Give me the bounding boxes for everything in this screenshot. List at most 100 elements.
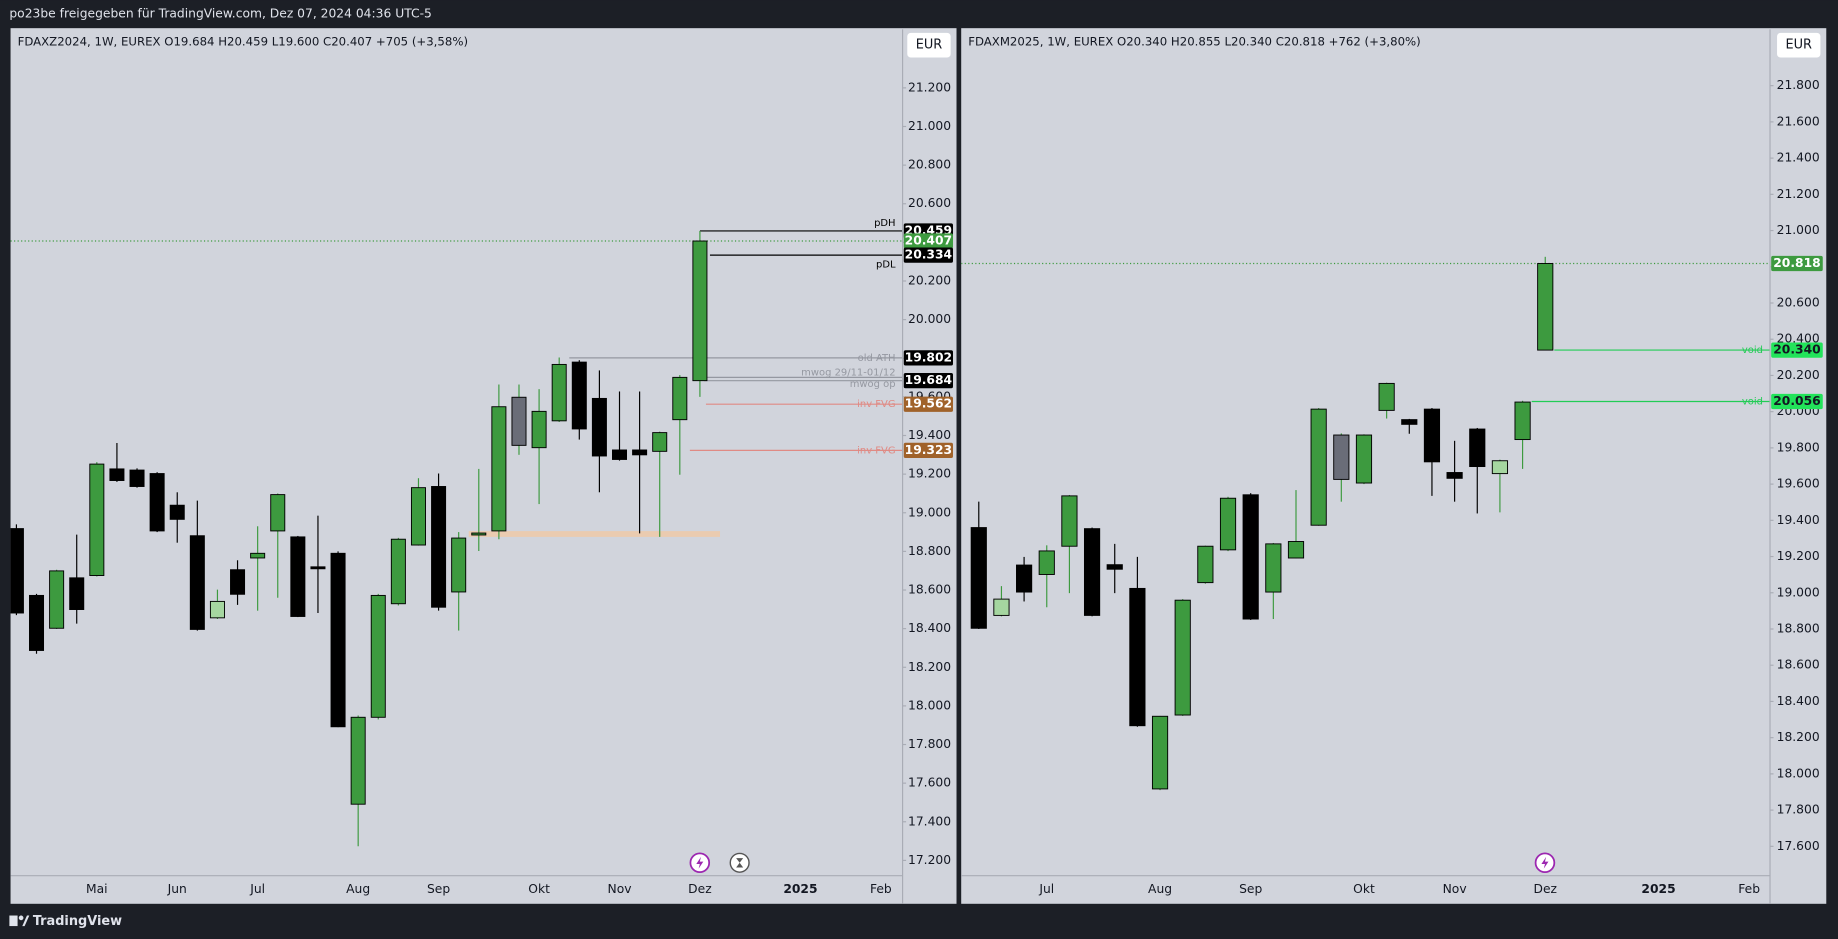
price-box-label: 20.818 bbox=[1773, 256, 1820, 270]
candle-body bbox=[1106, 564, 1123, 570]
candle-body bbox=[129, 469, 145, 487]
price-box-label: 19.802 bbox=[905, 350, 952, 364]
price-box-label: 20.340 bbox=[1773, 343, 1820, 357]
y-tick-label: 18.000 bbox=[908, 698, 951, 712]
candle-body bbox=[1491, 460, 1509, 475]
y-tick-label: 18.400 bbox=[908, 621, 951, 635]
y-tick-label: 17.200 bbox=[908, 853, 951, 867]
candle-body bbox=[531, 410, 547, 449]
y-tick-label: 18.400 bbox=[1777, 694, 1820, 708]
candle-body bbox=[1446, 472, 1463, 479]
candle-body bbox=[69, 577, 85, 610]
level-label: mwog op bbox=[850, 379, 896, 390]
y-tick-label: 18.200 bbox=[908, 660, 951, 674]
candle-body bbox=[169, 504, 185, 520]
x-tick-label: Dez bbox=[1533, 882, 1556, 896]
candle-body bbox=[1242, 494, 1259, 620]
currency-label: EUR bbox=[916, 38, 943, 53]
candle-body bbox=[1287, 541, 1305, 559]
candle-body bbox=[1514, 401, 1531, 441]
price-box bbox=[903, 247, 953, 263]
price-box-label: 20.334 bbox=[905, 248, 952, 262]
candle-body bbox=[1423, 408, 1441, 463]
candle-body bbox=[551, 363, 567, 422]
y-tick-label: 17.400 bbox=[908, 814, 951, 828]
y-tick-label: 19.000 bbox=[1777, 585, 1820, 599]
level-label: void bbox=[1742, 397, 1763, 408]
x-tick-label: Feb bbox=[1738, 882, 1760, 896]
y-tick-label: 18.000 bbox=[1777, 766, 1820, 780]
y-tick-label: 20.200 bbox=[908, 273, 951, 287]
candle-body bbox=[29, 594, 45, 651]
x-tick-label: Mai bbox=[86, 882, 108, 896]
candle-body bbox=[612, 449, 628, 460]
candle-body bbox=[632, 449, 648, 456]
chart-1 bbox=[961, 256, 1771, 791]
candle-body bbox=[1355, 434, 1373, 484]
y-tick-label: 19.000 bbox=[908, 505, 951, 519]
candle-body bbox=[230, 569, 246, 595]
candle-body bbox=[692, 240, 708, 382]
y-tick-label: 19.400 bbox=[1777, 513, 1820, 527]
candle-body bbox=[491, 406, 507, 532]
symbol-legend: FDAXZ2024, 1W, EUREX O19.684 H20.459 L19… bbox=[18, 35, 468, 49]
candle-body bbox=[1129, 587, 1146, 727]
candle-body bbox=[993, 598, 1010, 616]
footer-logo bbox=[9, 915, 30, 927]
x-tick-label: Dez bbox=[688, 882, 712, 896]
y-tick-label: 18.200 bbox=[1777, 730, 1820, 744]
y-tick-label: 18.600 bbox=[908, 583, 951, 597]
y-tick-label: 19.400 bbox=[908, 428, 951, 442]
candle-body bbox=[571, 361, 587, 430]
price-box-label: 19.684 bbox=[905, 373, 952, 387]
y-tick-label: 21.800 bbox=[1777, 78, 1820, 92]
x-tick-label: Nov bbox=[608, 882, 632, 896]
left-pane bbox=[10, 28, 957, 904]
y-tick-label: 19.800 bbox=[1777, 440, 1820, 454]
level-label: inv FVG bbox=[857, 399, 895, 410]
price-box bbox=[903, 350, 953, 366]
currency-button[interactable] bbox=[907, 32, 951, 58]
zone bbox=[468, 531, 721, 537]
candle-body bbox=[1061, 495, 1078, 547]
level-label: pDL bbox=[876, 259, 896, 270]
candle-body bbox=[1469, 428, 1486, 468]
candle-body bbox=[1151, 715, 1169, 790]
y-tick-label: 20.400 bbox=[1777, 332, 1820, 346]
level-label: old ATH bbox=[858, 353, 896, 364]
candle-body bbox=[672, 376, 688, 421]
footer-brand: TradingView bbox=[33, 914, 122, 929]
x-tick-label: Sep bbox=[427, 882, 450, 896]
candle-body bbox=[1537, 263, 1554, 351]
candle-body bbox=[451, 537, 467, 593]
currency-label: EUR bbox=[1785, 38, 1812, 53]
y-tick-label: 21.400 bbox=[1777, 151, 1820, 165]
price-box-label: 19.562 bbox=[905, 397, 952, 411]
candle-body bbox=[270, 494, 286, 532]
candle-body bbox=[1265, 543, 1282, 593]
candle-body bbox=[1083, 528, 1101, 616]
x-tick-label: Jul bbox=[1038, 882, 1054, 896]
candle-body bbox=[330, 552, 346, 728]
candle-body bbox=[1038, 550, 1055, 575]
candle-body bbox=[1310, 408, 1327, 526]
level-label: pDH bbox=[874, 218, 895, 229]
candle-body bbox=[431, 486, 447, 608]
candle-body bbox=[250, 552, 266, 559]
currency-button[interactable] bbox=[1777, 32, 1821, 58]
x-tick-label: Aug bbox=[1148, 882, 1172, 896]
candle-body bbox=[209, 600, 225, 619]
x-tick-label: Nov bbox=[1443, 882, 1467, 896]
y-tick-label: 20.800 bbox=[908, 158, 951, 172]
candle-body bbox=[511, 396, 527, 446]
candle-body bbox=[10, 528, 24, 614]
candle-body bbox=[290, 536, 306, 617]
y-tick-label: 21.200 bbox=[908, 80, 951, 94]
x-tick-label: Aug bbox=[346, 882, 370, 896]
candle-body bbox=[1174, 599, 1191, 716]
candle-body bbox=[591, 397, 607, 457]
candle-body bbox=[1219, 497, 1237, 551]
y-tick-label: 21.600 bbox=[1777, 114, 1820, 128]
